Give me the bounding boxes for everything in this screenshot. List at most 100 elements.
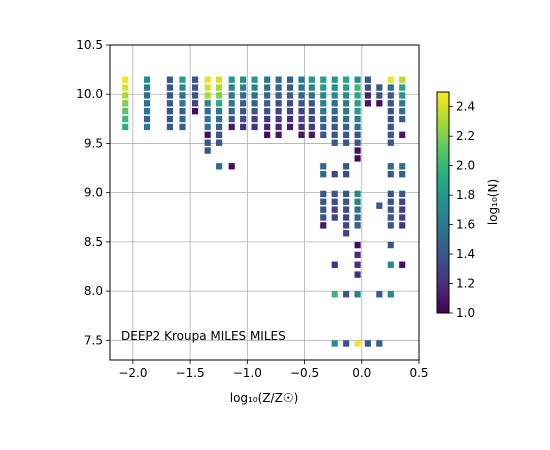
heatmap-cell — [387, 131, 394, 138]
heatmap-cell — [354, 92, 361, 99]
heatmap-cell — [320, 115, 327, 123]
heatmap-cell — [191, 100, 199, 107]
heatmap-cell — [228, 92, 235, 99]
heatmap-cell — [343, 84, 350, 91]
heatmap-cell — [331, 171, 338, 178]
heatmap-cell — [343, 214, 350, 221]
heatmap-cell — [387, 108, 394, 115]
heatmap-cell — [354, 190, 361, 198]
heatmap-cell — [251, 115, 258, 123]
heatmap-cell — [216, 76, 223, 83]
heatmap-cell — [399, 108, 406, 115]
heatmap-cell — [343, 206, 350, 213]
heatmap-cell — [387, 214, 394, 221]
heatmap-cell — [364, 84, 371, 91]
heatmap-cell — [399, 214, 406, 221]
heatmap-cell — [216, 163, 223, 170]
heatmap-cell — [343, 76, 350, 83]
heatmap-cell — [264, 115, 271, 123]
heatmap-cell — [191, 76, 199, 83]
heatmap-cell — [204, 123, 211, 131]
heatmap-cell — [354, 155, 361, 162]
heatmap-cell — [354, 123, 361, 131]
heatmap-cell — [364, 76, 371, 83]
heatmap-cell — [264, 92, 271, 99]
heatmap-cell — [331, 206, 338, 213]
heatmap-cell — [343, 123, 350, 131]
heatmap-cell — [143, 76, 151, 83]
chart-annotation: DEEP2 Kroupa MILES MILES — [121, 329, 286, 343]
y-tick-label: 10.5 — [76, 38, 103, 52]
heatmap-cell — [387, 222, 394, 229]
heatmap-cell — [298, 100, 305, 107]
heatmap-cell — [251, 108, 258, 115]
heatmap-cell — [298, 76, 305, 83]
heatmap-cell — [331, 100, 338, 107]
heatmap-cell — [216, 100, 223, 107]
heatmap-cell — [166, 100, 173, 107]
heatmap-cell — [343, 115, 350, 123]
heatmap-cell — [179, 108, 186, 115]
heatmap-cell — [228, 123, 235, 131]
heatmap-cell — [354, 222, 361, 229]
heatmap-cell — [308, 84, 315, 91]
heatmap-cell — [387, 100, 394, 107]
heatmap-cell — [204, 108, 211, 115]
heatmap-cell — [320, 84, 327, 91]
heatmap-cell — [191, 108, 199, 115]
heatmap-cell — [399, 92, 406, 99]
heatmap-cell — [331, 76, 338, 83]
heatmap-cell — [399, 206, 406, 213]
heatmap-cell — [343, 230, 350, 237]
heatmap-cell — [143, 92, 151, 99]
heatmap-cell — [331, 115, 338, 123]
heatmap-cell — [228, 163, 235, 170]
heatmap-cell — [122, 100, 129, 107]
heatmap-cell — [308, 131, 315, 138]
heatmap-cell — [354, 340, 361, 347]
heatmap-cell — [275, 131, 282, 138]
colorbar-tick-label: 2.2 — [456, 129, 475, 143]
heatmap-cell — [376, 100, 383, 107]
heatmap-cell — [331, 92, 338, 99]
y-axis-ticks: 7.5 8.0 8.5 9.0 9.5 10.0 10.5 — [76, 38, 110, 347]
heatmap-cell — [143, 84, 151, 91]
y-tick-label: 9.5 — [84, 136, 103, 150]
heatmap-cell — [331, 340, 338, 347]
heatmap-cell — [166, 92, 173, 99]
heatmap-cell — [143, 123, 151, 131]
heatmap-cell — [264, 123, 271, 131]
heatmap-cell — [264, 131, 271, 138]
colorbar-tick-label: 1.8 — [456, 188, 475, 202]
heatmap-cell — [320, 163, 327, 170]
heatmap-cell — [298, 123, 305, 131]
colorbar-tick-label: 1.0 — [456, 306, 475, 320]
heatmap-cell — [331, 131, 338, 138]
heatmap-cell — [240, 100, 247, 107]
heatmap-cell — [308, 76, 315, 83]
heatmap-cell — [343, 291, 350, 298]
heatmap-cell — [387, 139, 394, 146]
heatmap-cell — [399, 76, 406, 83]
heatmap-cell — [216, 115, 223, 123]
heatmap-cell — [240, 115, 247, 123]
heatmap-cell — [387, 291, 394, 298]
heatmap-cell — [308, 123, 315, 131]
plot-area: −2.0 −1.5 −1.0 −0.5 0.0 0.5 7.5 8.0 8.5 9.0 9.5 10… — [76, 38, 428, 405]
heatmap-cell — [354, 147, 361, 154]
heatmap-cell — [399, 198, 406, 205]
heatmap-cell — [179, 76, 186, 83]
heatmap-cell — [240, 123, 247, 131]
heatmap-cell — [264, 76, 271, 83]
heatmap-cell — [387, 76, 394, 83]
heatmap-cell — [354, 139, 361, 146]
heatmap-cell — [204, 100, 211, 107]
heatmap-cell — [331, 108, 338, 115]
colorbar-tick-label: 2.4 — [456, 100, 475, 114]
heatmap-cell — [343, 171, 350, 178]
heatmap-cell — [320, 76, 327, 83]
colorbar-ticks: 1.0 1.2 1.4 1.6 1.8 2.0 2.2 2.4 — [449, 100, 475, 320]
x-tick-label: 0.5 — [409, 366, 428, 380]
heatmap-cell — [308, 92, 315, 99]
